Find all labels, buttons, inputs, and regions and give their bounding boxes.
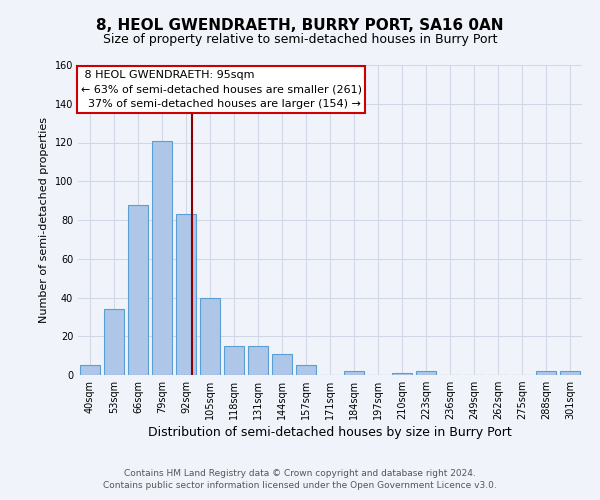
Bar — [272, 354, 292, 375]
X-axis label: Distribution of semi-detached houses by size in Burry Port: Distribution of semi-detached houses by … — [148, 426, 512, 440]
Bar — [80, 366, 100, 375]
Bar — [560, 371, 580, 375]
Bar — [344, 371, 364, 375]
Bar — [200, 298, 220, 375]
Bar — [152, 140, 172, 375]
Bar — [416, 371, 436, 375]
Text: Contains HM Land Registry data © Crown copyright and database right 2024.: Contains HM Land Registry data © Crown c… — [124, 468, 476, 477]
Bar — [392, 373, 412, 375]
Bar — [536, 371, 556, 375]
Bar — [104, 309, 124, 375]
Bar — [296, 366, 316, 375]
Y-axis label: Number of semi-detached properties: Number of semi-detached properties — [39, 117, 49, 323]
Bar — [128, 204, 148, 375]
Text: 8, HEOL GWENDRAETH, BURRY PORT, SA16 0AN: 8, HEOL GWENDRAETH, BURRY PORT, SA16 0AN — [96, 18, 504, 32]
Text: 8 HEOL GWENDRAETH: 95sqm
← 63% of semi-detached houses are smaller (261)
  37% o: 8 HEOL GWENDRAETH: 95sqm ← 63% of semi-d… — [80, 70, 362, 110]
Bar — [176, 214, 196, 375]
Text: Size of property relative to semi-detached houses in Burry Port: Size of property relative to semi-detach… — [103, 32, 497, 46]
Text: Contains public sector information licensed under the Open Government Licence v3: Contains public sector information licen… — [103, 481, 497, 490]
Bar — [224, 346, 244, 375]
Bar — [248, 346, 268, 375]
